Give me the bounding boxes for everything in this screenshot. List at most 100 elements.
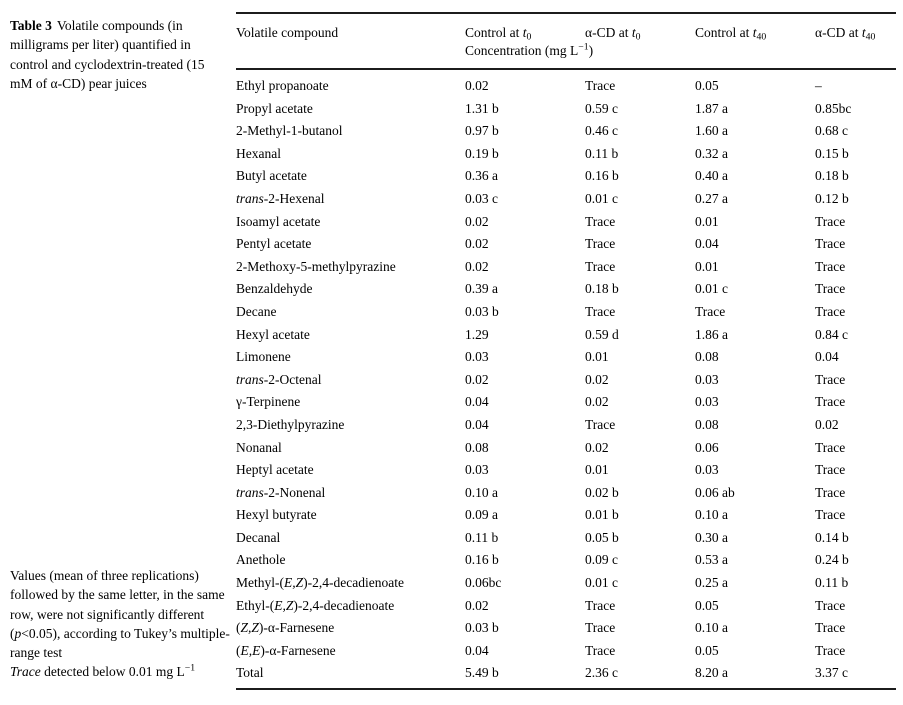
value-cell: 0.01 xyxy=(585,349,609,365)
value-cell: 0.06 ab xyxy=(695,484,735,500)
compound-name: Heptyl acetate xyxy=(236,462,314,478)
table-row: 2,3-Diethylpyrazine 0.04 Trace 0.08 0.02 xyxy=(236,414,896,437)
table-row: (Z,Z)-α-Farnesene 0.03 b Trace 0.10 a Trace xyxy=(236,617,896,640)
value-cell: 0.10 a xyxy=(465,484,498,500)
value-cell: Trace xyxy=(585,597,616,613)
value-cell: 0.59 c xyxy=(585,100,618,116)
value-cell: 0.46 c xyxy=(585,123,618,139)
value-cell: 0.01 xyxy=(695,258,719,274)
value-cell: 0.05 xyxy=(695,642,719,658)
value-cell: 0.27 a xyxy=(695,190,728,206)
value-cell: 0.97 b xyxy=(465,123,499,139)
compound-name: γ-Terpinene xyxy=(236,394,301,410)
compound-name: Total xyxy=(236,665,264,681)
value-cell: 0.04 xyxy=(465,642,489,658)
table-row: Hexyl butyrate 0.09 a 0.01 b 0.10 a Trace xyxy=(236,504,896,527)
value-cell: 0.04 xyxy=(465,394,489,410)
value-cell: 1.60 a xyxy=(695,123,728,139)
value-cell: Trace xyxy=(815,371,846,387)
value-cell: Trace xyxy=(585,258,616,274)
compound-name: 2,3-Diethylpyrazine xyxy=(236,416,345,432)
value-cell: 1.29 xyxy=(465,326,489,342)
table-row: Anethole 0.16 b 0.09 c 0.53 a 0.24 b xyxy=(236,549,896,572)
value-cell: 0.04 xyxy=(815,349,839,365)
value-cell: 0.05 xyxy=(695,78,719,93)
compound-name: Hexanal xyxy=(236,145,281,161)
value-cell: 0.14 b xyxy=(815,529,849,545)
table-row: 2-Methyl-1-butanol 0.97 b 0.46 c 1.60 a 0.68… xyxy=(236,120,896,143)
compound-name: Pentyl acetate xyxy=(236,236,312,252)
value-cell: 0.11 b xyxy=(815,575,849,591)
table-row: Nonanal 0.08 0.02 0.06 Trace xyxy=(236,437,896,460)
value-cell: 0.02 xyxy=(585,439,609,455)
value-cell: 0.05 xyxy=(695,597,719,613)
value-cell: Trace xyxy=(815,507,846,523)
value-cell: 0.03 xyxy=(465,462,489,478)
column-header: Volatile compound xyxy=(236,25,339,40)
compound-name: trans-2-Hexenal xyxy=(236,190,325,206)
value-cell: 0.03 xyxy=(695,371,719,387)
value-cell: 2.36 c xyxy=(585,665,618,681)
value-cell: 0.08 xyxy=(465,439,489,455)
compound-name: (E,E)-α-Farnesene xyxy=(236,642,336,658)
value-cell: Trace xyxy=(815,213,846,229)
value-cell: 0.02 b xyxy=(585,484,619,500)
column-header: Control at t40 xyxy=(695,25,767,43)
value-cell: Trace xyxy=(815,281,846,297)
value-cell: 0.02 xyxy=(465,597,489,613)
value-cell: Trace xyxy=(815,236,846,252)
table-row: trans-2-Hexenal 0.03 c 0.01 c 0.27 a 0.12 b xyxy=(236,188,896,211)
value-cell: 0.10 a xyxy=(695,507,728,523)
value-cell: Trace xyxy=(585,416,616,432)
value-cell: 0.01 c xyxy=(695,281,728,297)
value-cell: 0.11 b xyxy=(585,145,619,161)
table-row: Ethyl propanoate 0.02 Trace 0.05 – xyxy=(236,75,896,98)
value-cell: Trace xyxy=(585,620,616,636)
value-cell: 0.02 xyxy=(585,371,609,387)
value-cell: 0.01 c xyxy=(585,575,618,591)
value-cell: Trace xyxy=(815,258,846,274)
column-header: Control at t0 xyxy=(465,25,532,43)
value-cell: 8.20 a xyxy=(695,665,728,681)
caption-text: Volatile compounds (in milligrams per li… xyxy=(10,18,205,91)
value-cell: 0.18 b xyxy=(815,168,849,184)
value-cell: 0.06 xyxy=(695,439,719,455)
value-cell: 0.02 xyxy=(465,371,489,387)
compound-name: Hexyl acetate xyxy=(236,326,310,342)
value-cell: Trace xyxy=(815,484,846,500)
value-cell: 0.36 a xyxy=(465,168,498,184)
value-cell: 1.31 b xyxy=(465,100,499,116)
value-cell: 0.16 b xyxy=(585,168,619,184)
table-row: Hexyl acetate 1.29 0.59 d 1.86 a 0.84 c xyxy=(236,324,896,347)
table-row: Methyl-(E,Z)-2,4-decadienoate 0.06bc 0.01 … xyxy=(236,572,896,595)
compound-name: Butyl acetate xyxy=(236,168,307,184)
compound-name: (Z,Z)-α-Farnesene xyxy=(236,620,335,636)
column-header: α-CD at t0 xyxy=(585,25,641,43)
value-cell: 0.02 xyxy=(465,258,489,274)
caption-label: Table 3 xyxy=(10,18,52,33)
value-cell: Trace xyxy=(585,642,616,658)
compound-name: Propyl acetate xyxy=(236,100,313,116)
value-cell: Trace xyxy=(695,303,726,319)
value-cell: 0.06bc xyxy=(465,575,502,591)
value-cell: Trace xyxy=(815,439,846,455)
value-cell: 0.08 xyxy=(695,416,719,432)
compound-name: Methyl-(E,Z)-2,4-decadienoate xyxy=(236,575,404,591)
value-cell: 0.02 xyxy=(465,78,489,93)
compound-name: Ethyl-(E,Z)-2,4-decadienoate xyxy=(236,597,395,613)
compound-name: 2-Methyl-1-butanol xyxy=(236,123,343,139)
value-cell: 0.09 a xyxy=(465,507,498,523)
value-cell: 0.03 xyxy=(695,462,719,478)
table-body: Ethyl propanoate 0.02 Trace 0.05 – Propyl ace… xyxy=(236,70,896,691)
table-row: Decane 0.03 b Trace Trace Trace xyxy=(236,301,896,324)
value-cell: 0.01 xyxy=(585,462,609,478)
compound-name: Decanal xyxy=(236,529,281,545)
table-header-row: Volatile compound Control at t0 α-CD at t0… xyxy=(236,24,896,42)
table-caption: Table 3 Volatile compounds (in milligrams… xyxy=(10,16,228,93)
table-row: Hexanal 0.19 b 0.11 b 0.32 a 0.15 b xyxy=(236,143,896,166)
value-cell: 0.68 c xyxy=(815,123,848,139)
compound-name: 2-Methoxy-5-methylpyrazine xyxy=(236,258,396,274)
value-cell: 0.11 b xyxy=(465,529,499,545)
value-cell: 0.85bc xyxy=(815,100,852,116)
value-cell: Trace xyxy=(815,303,846,319)
